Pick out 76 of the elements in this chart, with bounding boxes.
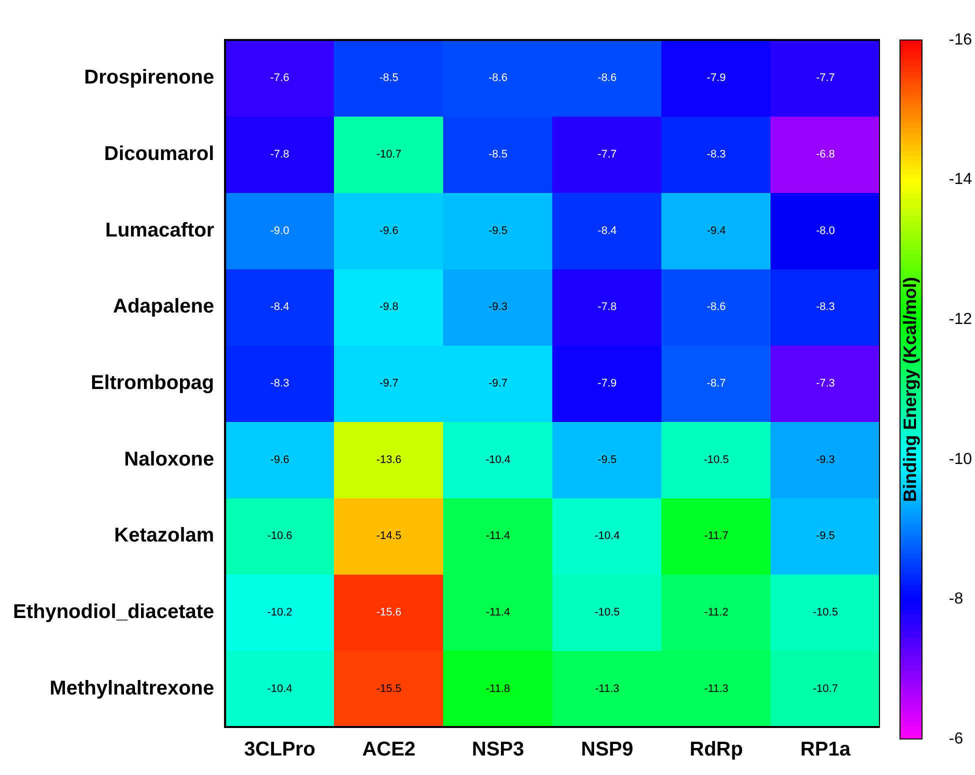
data-label: -9.0 (270, 224, 290, 237)
data-label: -7.8 (270, 148, 290, 161)
data-label: -9.6 (379, 224, 398, 237)
x-tick-label: RP1a (800, 738, 852, 761)
data-label: -10.7 (376, 148, 402, 161)
data-label: -8.4 (270, 301, 290, 314)
y-tick-label: Lumacaftor (105, 219, 214, 242)
data-label: -11.3 (595, 682, 620, 695)
data-label: -11.4 (486, 606, 510, 619)
y-tick-label: Ketazolam (114, 524, 214, 547)
data-label: -7.9 (706, 72, 726, 84)
x-tick-label: NSP9 (581, 738, 634, 761)
color-bar-label: -6 (948, 730, 964, 748)
data-label: -8.5 (379, 72, 398, 84)
data-label: -9.3 (816, 454, 835, 466)
y-tick-label: Adapalene (112, 296, 214, 318)
data-label: -10.5 (594, 606, 620, 619)
color-bar-label: -10 (948, 450, 972, 468)
data-label: -8.7 (706, 378, 726, 390)
color-bar-label: -12 (948, 311, 972, 328)
data-label: -9.5 (488, 224, 508, 237)
data-label: -8.6 (706, 301, 726, 314)
y-tick-label: Methylnaltrexone (50, 677, 214, 700)
data-label: -7.8 (598, 301, 617, 314)
data-label: -9.6 (270, 454, 290, 466)
data-label: -11.7 (704, 530, 728, 542)
data-label: -10.4 (594, 530, 620, 542)
y-tick-label: Naloxone (124, 448, 214, 470)
data-label: -7.6 (270, 72, 290, 84)
data-label: -9.7 (488, 378, 508, 390)
data-label: -10.5 (812, 606, 838, 619)
x-tick-label: 3CLPro (244, 738, 316, 761)
data-label: -10.5 (704, 454, 729, 466)
data-label: -8.0 (816, 224, 835, 237)
data-label: -7.3 (816, 378, 835, 390)
x-tick-label: ACE2 (362, 738, 416, 761)
y-tick-label: Eltrombopag (90, 372, 214, 394)
data-label: -15.6 (376, 606, 402, 619)
data-label: -8.3 (270, 378, 290, 390)
color-bar-label: -8 (948, 590, 964, 608)
y-tick-label: Drospirenone (84, 66, 214, 89)
data-label: -9.5 (598, 454, 617, 466)
data-label: -7.7 (598, 148, 617, 161)
color-bar-label: -16 (948, 31, 972, 48)
data-label: -9.4 (706, 224, 726, 237)
data-label: -7.7 (816, 72, 835, 84)
data-label: -9.3 (488, 301, 508, 314)
data-label: -8.3 (706, 148, 726, 161)
data-label: -11.8 (486, 682, 510, 695)
data-label: -8.4 (598, 224, 617, 237)
data-label: -11.2 (704, 606, 728, 619)
data-label: -8.3 (816, 301, 835, 314)
data-label: -9.8 (379, 301, 398, 314)
data-label: -10.7 (812, 682, 838, 695)
y-tick-label: Dicoumarol (104, 143, 214, 166)
data-label: -8.5 (488, 148, 508, 161)
data-label: -9.7 (379, 378, 398, 390)
data-label: -6.8 (816, 148, 835, 161)
data-label: -15.5 (376, 682, 402, 695)
data-label: -11.3 (704, 682, 728, 695)
data-label: -8.6 (488, 72, 508, 84)
x-tick-label: RdRp (690, 738, 743, 761)
x-tick-label: NSP3 (472, 738, 524, 761)
color-bar-title: Binding Energy (Kcal/mol) (900, 276, 920, 502)
color-bar-label: -14 (948, 171, 972, 188)
data-label: -13.6 (376, 454, 402, 466)
data-label: -8.6 (598, 72, 617, 84)
data-label: -7.9 (598, 378, 617, 390)
data-label: -10.4 (485, 454, 511, 466)
data-label: -14.5 (376, 530, 402, 542)
data-label: -10.2 (267, 606, 292, 619)
data-label: -11.4 (486, 530, 510, 542)
y-tick-label: Ethynodiol_diacetate (12, 601, 214, 624)
data-label: -10.6 (267, 530, 292, 542)
data-label: -9.5 (816, 530, 835, 542)
data-label: -10.4 (267, 682, 292, 695)
